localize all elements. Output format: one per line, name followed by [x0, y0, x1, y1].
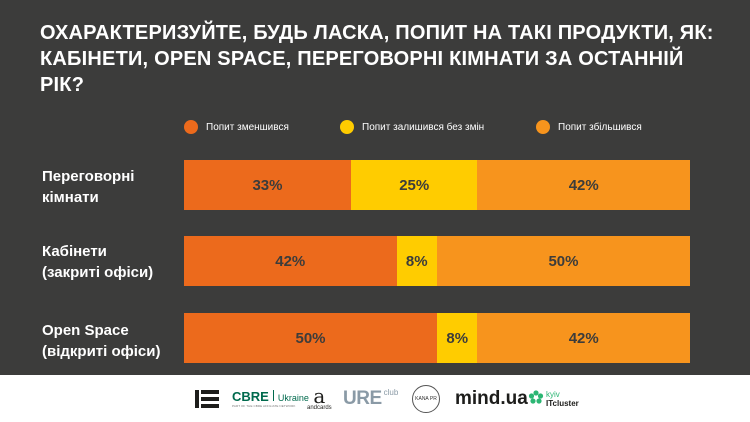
- kyiv-it-cluster-logo: kyiv ITcluster: [528, 375, 579, 422]
- data-label: 42%: [275, 252, 306, 270]
- row-label-offices: Кабінети (закриті офіси): [42, 241, 182, 283]
- row-label-line: кімнати: [42, 189, 99, 206]
- bar-segment-decreased: 42%: [184, 236, 397, 286]
- data-label: 8%: [405, 252, 428, 270]
- row-label-line: (закриті офіси): [42, 264, 154, 281]
- row-label-line: Переговорні: [42, 168, 135, 185]
- kana-pr-circle-icon: KANA PR: [412, 384, 440, 413]
- chart-title: ОХАРАКТЕРИЗУЙТЕ, БУДЬ ЛАСКА, ПОПИТ НА ТА…: [40, 22, 714, 96]
- bar-segment-decreased: 50%: [184, 313, 437, 363]
- data-label: 42%: [568, 329, 599, 347]
- cbre-divider: [272, 390, 274, 401]
- ure-text: URE: [343, 387, 382, 409]
- bar-segment-decreased: 33%: [184, 160, 351, 210]
- andcards-a-icon: a: [313, 383, 326, 408]
- data-label: 25%: [399, 176, 430, 194]
- andcards-logo: a andcards: [307, 375, 332, 422]
- legend-dot-unchanged: [340, 120, 354, 134]
- legend-item-unchanged: Попит залишився без змін: [340, 120, 484, 134]
- row-label-meeting-rooms: Переговорні кімнати: [42, 166, 182, 208]
- bar-segment-increased: 42%: [477, 313, 690, 363]
- bar-row-offices: 42% 8% 50%: [184, 236, 690, 286]
- partner-logo-mark: [195, 375, 219, 422]
- bar-segment-unchanged: 25%: [350, 160, 478, 210]
- legend-label-increased: Попит збільшився: [558, 121, 642, 133]
- legend-label-decreased: Попит зменшився: [206, 121, 289, 133]
- data-label: 50%: [295, 329, 326, 347]
- mind-ua-logo: mind.ua: [455, 375, 528, 422]
- ure-club-logo: URE club: [343, 375, 398, 422]
- data-label: 33%: [252, 176, 283, 194]
- chart-panel: ОХАРАКТЕРИЗУЙТЕ, БУДЬ ЛАСКА, ПОПИТ НА ТА…: [0, 0, 750, 375]
- chart-legend: Попит зменшився Попит залишився без змін…: [0, 120, 750, 140]
- bar-row-meeting-rooms: 33% 25% 42%: [184, 160, 690, 210]
- legend-label-unchanged: Попит залишився без змін: [362, 121, 485, 133]
- legend-item-decreased: Попит зменшився: [184, 120, 289, 134]
- cbre-tagline: PART OF THE CBRE AFFILIATE NETWORK: [232, 404, 296, 408]
- it-cluster-text: ITcluster: [546, 398, 579, 408]
- legend-dot-increased: [536, 120, 550, 134]
- it-cluster-flower-icon: [528, 389, 544, 404]
- legend-item-increased: Попит збільшився: [536, 120, 642, 134]
- legend-dot-decreased: [184, 120, 198, 134]
- partner-mark-icon: [195, 389, 219, 408]
- kana-pr-logo: KANA PR: [412, 375, 440, 422]
- data-label: 8%: [446, 329, 469, 347]
- bar-segment-increased: 42%: [477, 160, 690, 210]
- data-label: 42%: [568, 176, 599, 194]
- cbre-logo-text: CBRE: [232, 389, 269, 404]
- bar-segment-increased: 50%: [436, 236, 690, 286]
- bar-row-open-space: 50% 8% 42%: [184, 313, 690, 363]
- row-label-line: Кабінети: [42, 243, 107, 260]
- data-label: 50%: [548, 252, 579, 270]
- row-label-line: (відкриті офіси): [42, 343, 161, 360]
- andcards-text: andcards: [307, 404, 332, 411]
- bar-segment-unchanged: 8%: [437, 313, 478, 363]
- kana-pr-text: KANA PR: [415, 395, 437, 402]
- partner-logos-footer: CBRE Ukraine PART OF THE CBRE AFFILIATE …: [0, 375, 750, 422]
- kyiv-text: kyiv: [546, 389, 560, 399]
- row-label-line: Open Space: [42, 322, 129, 339]
- cbre-logo: CBRE Ukraine PART OF THE CBRE AFFILIATE …: [232, 375, 309, 422]
- mind-ua-text: mind.ua: [455, 387, 528, 409]
- ure-club-text: club: [383, 388, 399, 397]
- row-label-open-space: Open Space (відкриті офіси): [42, 320, 182, 362]
- cbre-ukraine-text: Ukraine: [277, 393, 309, 403]
- bar-segment-unchanged: 8%: [396, 236, 437, 286]
